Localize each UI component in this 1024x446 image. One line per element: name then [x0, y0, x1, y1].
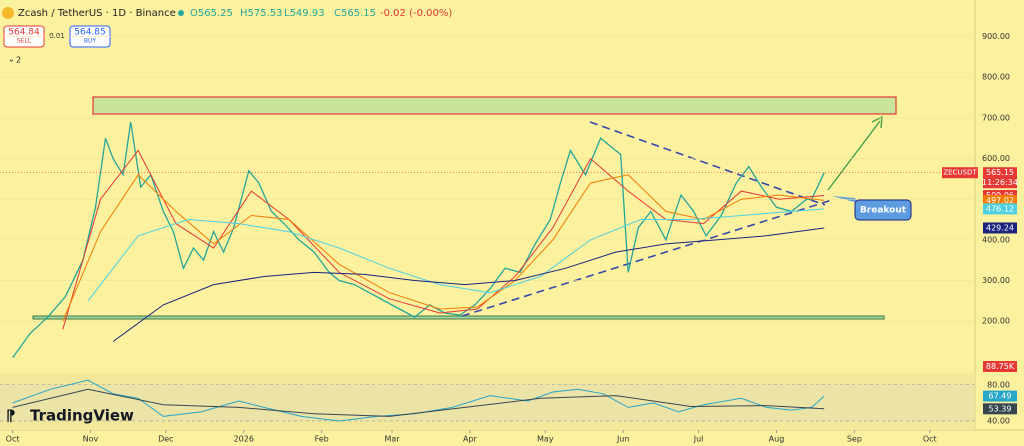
- y-tick-label: 200.00: [982, 317, 1010, 326]
- ohlc-close: C565.15: [334, 8, 376, 19]
- series-line: [12, 388, 825, 417]
- resistance-zone: [92, 96, 897, 115]
- rsi-value-label: 53.39: [989, 404, 1012, 413]
- brand-logo: ⁋: [6, 407, 16, 425]
- arrow-line: [827, 120, 881, 191]
- rsi-tick-label: 80.00: [987, 380, 1010, 389]
- rsi-tick-label: 40.00: [987, 416, 1010, 425]
- spread: 0.01: [49, 32, 65, 40]
- arrow-head: [871, 115, 883, 129]
- support-line: [32, 315, 885, 320]
- y-tick-label: 700.00: [982, 113, 1010, 122]
- callout: [854, 199, 912, 221]
- x-tick-label: Feb: [315, 435, 329, 444]
- symbol: Zcash / TetherUS · 1D · Binance: [18, 8, 176, 19]
- buy-price: 564.85: [74, 28, 106, 38]
- price-label-box: [983, 203, 1017, 215]
- coin-icon: [2, 7, 14, 19]
- symbol-box: [942, 167, 978, 179]
- y-tick-label: 600.00: [982, 154, 1010, 163]
- price-label-box: [983, 194, 1017, 206]
- rsi-value-box: [983, 403, 1017, 415]
- callout-text: Breakout: [860, 206, 907, 216]
- trendline: [589, 121, 826, 206]
- series-line: [12, 379, 825, 422]
- y-tick-label: 400.00: [982, 235, 1010, 244]
- series-line: [112, 227, 825, 342]
- series-line: [12, 121, 825, 359]
- sell-price: 564.84: [8, 28, 40, 38]
- x-tick-label: 2026: [234, 435, 254, 444]
- x-tick-label: Apr: [463, 435, 478, 444]
- x-tick-label: Oct: [923, 435, 937, 444]
- y-tick-label: 300.00: [982, 276, 1010, 285]
- ohlc-change: -0.02 (-0.00%): [380, 8, 452, 19]
- rsi-value-box: [983, 390, 1017, 402]
- x-tick-label: Nov: [83, 435, 99, 444]
- x-tick-label: Dec: [158, 435, 173, 444]
- series-line: [62, 149, 825, 330]
- price-label-box: [983, 167, 1017, 189]
- volume-box: [983, 361, 1017, 372]
- x-tick-label: Sep: [847, 435, 862, 444]
- y-tick-label: 900.00: [982, 32, 1010, 41]
- x-tick-label: Aug: [769, 435, 785, 444]
- collapse-icon[interactable]: ⌄: [8, 55, 15, 64]
- status-dot: [178, 10, 184, 16]
- x-tick-label: Mar: [384, 435, 400, 444]
- x-tick-label: Jul: [693, 435, 704, 444]
- x-tick-label: Jun: [616, 435, 630, 444]
- price-label-box: [983, 222, 1017, 234]
- price-label: 497.02: [986, 196, 1014, 205]
- sell-label: SELL: [17, 38, 32, 45]
- x-tick-label: Oct: [6, 435, 20, 444]
- buy-label: BUY: [84, 38, 97, 45]
- indicator-count[interactable]: 2: [16, 56, 21, 65]
- rsi-band: [0, 384, 975, 421]
- ohlc-high: H575.53: [240, 8, 283, 19]
- y-tick-label: 800.00: [982, 73, 1010, 82]
- symbol-label: ZECUSDT: [943, 169, 977, 177]
- price-label: 429.24: [986, 223, 1014, 232]
- rsi-value-label: 67.49: [989, 392, 1012, 401]
- countdown: 11:26:34: [982, 178, 1018, 187]
- ohlc-open: O565.25: [190, 8, 233, 19]
- series-line: [62, 174, 825, 322]
- series-line: [87, 208, 825, 302]
- x-tick-label: May: [537, 435, 554, 444]
- brand: TradingView: [30, 407, 134, 425]
- ohlc-low: L549.93: [284, 8, 325, 19]
- price-label: 476.12: [986, 204, 1014, 213]
- price-label: 565.15: [986, 168, 1014, 177]
- volume-label: 88.75K: [986, 362, 1015, 371]
